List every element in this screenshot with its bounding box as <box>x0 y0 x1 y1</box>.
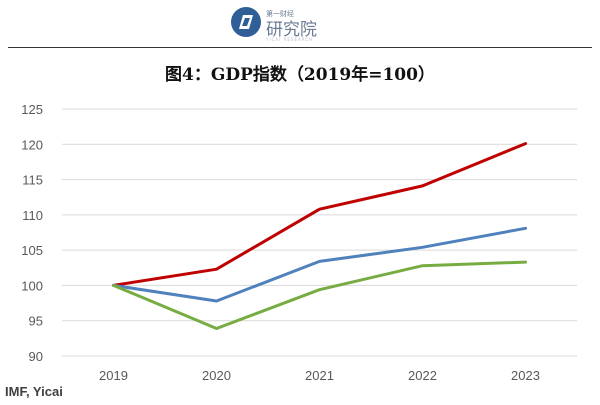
series-line-euro-area <box>112 260 527 330</box>
y-tick-label-115: 115 <box>22 173 43 188</box>
brand-header: 第一财经 研究院 YICAI RESEARCH <box>0 0 600 45</box>
y-tick-label-125: 125 <box>21 102 43 117</box>
x-tick-label-2023: 2023 <box>511 368 540 383</box>
x-tick-label-2020: 2020 <box>202 368 231 383</box>
yicai-logo-icon <box>231 7 261 37</box>
y-tick-label-100: 100 <box>21 278 43 293</box>
source-note: IMF, Yicai <box>5 384 63 399</box>
y-tick-label-95: 95 <box>29 314 43 329</box>
series-line-china <box>112 142 527 287</box>
x-tick-label-2021: 2021 <box>305 368 334 383</box>
legend-label-china: China <box>211 383 246 385</box>
series-line-usa <box>112 226 527 303</box>
chart-title: 图4：GDP指数（2019年=100） <box>165 65 435 85</box>
brand-sub-text: YICAI RESEARCH <box>266 37 314 42</box>
x-tick-label-2019: 2019 <box>99 368 128 383</box>
y-tick-label-120: 120 <box>21 137 43 152</box>
brand-name: 研究院 <box>266 20 317 40</box>
y-tick-label-90: 90 <box>29 349 43 364</box>
x-tick-label-2022: 2022 <box>408 368 437 383</box>
y-tick-label-110: 110 <box>22 208 43 223</box>
legend-label-euro-area: Euro area <box>368 383 426 385</box>
gdp-index-line-chart: 90 95 100 105 110 115 120 125 2019 2020 2021 2022 20… <box>21 102 577 385</box>
y-tick-label-105: 105 <box>21 243 43 258</box>
legend-label-usa: USA <box>302 383 329 385</box>
header-divider <box>8 47 592 48</box>
brand-small-text: 第一财经 <box>266 10 294 18</box>
